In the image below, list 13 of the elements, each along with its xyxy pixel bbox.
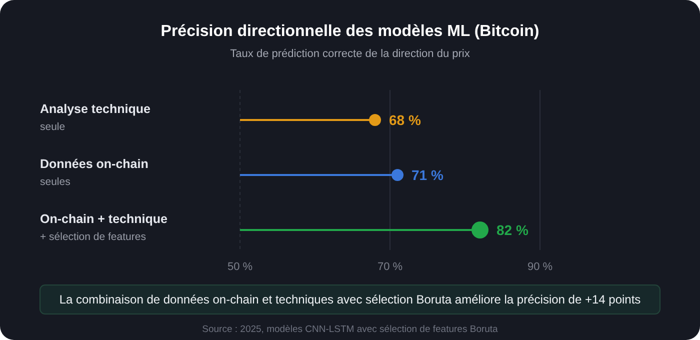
data-label: 71 % <box>412 166 444 183</box>
text: La combinaison de données on-chain et techniques avec sélection Boruta améliore la précision de +14 points <box>59 292 641 306</box>
chart-subtitle: Taux de prédiction correcte de la direction du prix <box>230 48 470 60</box>
y-tick-label: On-chain + technique + sélection de features <box>40 212 168 243</box>
data-label: 82 % <box>496 222 529 238</box>
x-tick-label: 70 % <box>377 261 403 273</box>
x-tick-label: 50 % <box>227 261 253 273</box>
x-tick-label: 90 % <box>527 261 553 273</box>
chart-title: Précision directionnelle des modèles ML (Bitcoin) <box>160 23 540 40</box>
data-label: 68 % <box>389 112 422 128</box>
y-tick-label: Analyse technique seule <box>40 102 150 133</box>
source-note: Source : 2025, modèles CNN-LSTM avec sélection de features Boruta <box>202 324 499 335</box>
y-tick-label: Données on-chain seules <box>40 157 148 188</box>
